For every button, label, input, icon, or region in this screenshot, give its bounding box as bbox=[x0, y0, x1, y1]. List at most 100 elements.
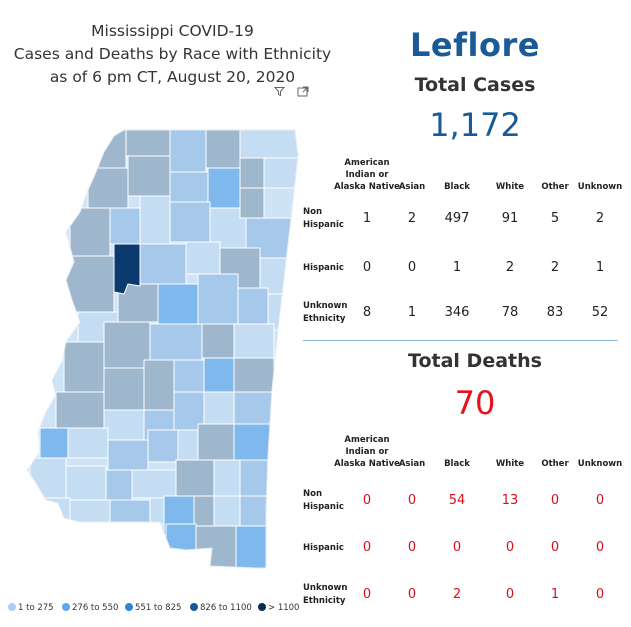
deaths-row-header-line: Hispanic bbox=[303, 543, 344, 553]
legend-label: 551 to 825 bbox=[135, 603, 182, 613]
legend-swatch-icon bbox=[258, 603, 266, 611]
total-deaths-label: Total Deaths bbox=[408, 350, 542, 372]
legend-item: 551 to 825 bbox=[125, 603, 181, 613]
title-line-2: Cases and Deaths by Race with Ethnicity bbox=[13, 45, 332, 63]
legend-swatch-icon bbox=[125, 603, 133, 611]
deaths-col-header: White bbox=[485, 458, 535, 470]
deaths-col-header: Unknown bbox=[575, 458, 625, 470]
deaths-row-header-line: Hispanic bbox=[303, 502, 344, 512]
chart-title: Mississippi COVID-19 Cases and Deaths by… bbox=[0, 20, 345, 89]
focus-mode-icon[interactable] bbox=[297, 86, 309, 100]
total-cases-label: Total Cases bbox=[414, 74, 536, 96]
map-legend: 1 to 275 276 to 550 551 to 825 826 to 1100 >… bbox=[8, 603, 308, 619]
deaths-cell: 0 bbox=[407, 540, 417, 555]
deaths-cell: 0 bbox=[595, 493, 605, 508]
cases-cell: 2 bbox=[407, 211, 417, 226]
legend-label: > 1100 bbox=[268, 603, 300, 613]
cases-col-header: Unknown bbox=[575, 181, 625, 193]
cases-cell: 5 bbox=[550, 211, 560, 226]
deaths-row-header-line: Unknown bbox=[303, 583, 348, 593]
cases-cell: 2 bbox=[550, 260, 560, 275]
cases-cell: 1 bbox=[452, 260, 462, 275]
cases-col-header-line: Unknown bbox=[577, 182, 623, 192]
cases-row-header-line: Non bbox=[303, 207, 323, 217]
cases-row-header-line: Hispanic bbox=[303, 220, 344, 230]
deaths-col-header: American Indian or Alaska Native bbox=[334, 434, 400, 470]
cases-col-header: American Indian or Alaska Native bbox=[334, 157, 400, 193]
cases-row-header: Unknown Ethnicity bbox=[303, 300, 347, 326]
deaths-col-header-line: White bbox=[495, 459, 525, 469]
legend-item: 1 to 275 bbox=[8, 603, 54, 613]
deaths-cell: 0 bbox=[407, 493, 417, 508]
deaths-cell: 0 bbox=[595, 540, 605, 555]
cases-col-header-line: White bbox=[495, 182, 525, 192]
deaths-cell: 1 bbox=[550, 587, 560, 602]
legend-label: 276 to 550 bbox=[72, 603, 119, 613]
deaths-col-header: Black bbox=[432, 458, 482, 470]
cases-cell: 52 bbox=[591, 305, 609, 320]
cases-col-header: Other bbox=[530, 181, 580, 193]
cases-cell: 346 bbox=[444, 305, 470, 320]
cases-col-header: Black bbox=[432, 181, 482, 193]
deaths-col-header: Other bbox=[530, 458, 580, 470]
deaths-row-header: Non Hispanic bbox=[303, 488, 344, 514]
deaths-col-header: Asian bbox=[387, 458, 437, 470]
cases-cell: 1 bbox=[595, 260, 605, 275]
deaths-cell: 0 bbox=[595, 587, 605, 602]
cases-cell: 8 bbox=[362, 305, 372, 320]
cases-row-header-line: Ethnicity bbox=[303, 314, 346, 324]
cases-col-header-line: Other bbox=[541, 182, 569, 192]
deaths-cell: 54 bbox=[448, 493, 466, 508]
legend-item: > 1100 bbox=[258, 603, 299, 613]
legend-swatch-icon bbox=[8, 603, 16, 611]
deaths-cell: 0 bbox=[505, 540, 515, 555]
deaths-cell: 0 bbox=[407, 587, 417, 602]
deaths-cell: 0 bbox=[452, 540, 462, 555]
deaths-col-header-line: Indian or bbox=[345, 447, 389, 457]
cases-col-header-line: Alaska Native bbox=[334, 182, 400, 192]
deaths-cell: 0 bbox=[362, 540, 372, 555]
deaths-col-header-line: American bbox=[344, 435, 390, 445]
legend-swatch-icon bbox=[62, 603, 70, 611]
cases-row-header-line: Hispanic bbox=[303, 263, 344, 273]
deaths-cell: 2 bbox=[452, 587, 462, 602]
deaths-col-header-line: Alaska Native bbox=[334, 459, 400, 469]
cases-cell: 2 bbox=[595, 211, 605, 226]
legend-label: 826 to 1100 bbox=[200, 603, 252, 613]
deaths-cell: 0 bbox=[550, 493, 560, 508]
deaths-col-header-line: Black bbox=[444, 459, 470, 469]
total-cases-value: 1,172 bbox=[429, 106, 521, 144]
deaths-row-header-line: Non bbox=[303, 489, 323, 499]
deaths-row-header: Hispanic bbox=[303, 542, 344, 555]
cases-row-header-line: Unknown bbox=[303, 301, 348, 311]
deaths-col-header-line: Other bbox=[541, 459, 569, 469]
cases-col-header-line: Indian or bbox=[345, 170, 389, 180]
filter-icon[interactable] bbox=[273, 86, 286, 100]
deaths-cell: 0 bbox=[505, 587, 515, 602]
legend-label: 1 to 275 bbox=[18, 603, 54, 613]
total-deaths-value: 70 bbox=[454, 384, 496, 422]
cases-cell: 1 bbox=[407, 305, 417, 320]
section-divider bbox=[303, 340, 618, 341]
cases-col-header-line: Asian bbox=[398, 182, 426, 192]
cases-col-header: Asian bbox=[387, 181, 437, 193]
cases-cell: 78 bbox=[501, 305, 519, 320]
cases-col-header: White bbox=[485, 181, 535, 193]
leflore-county-shape bbox=[113, 243, 141, 295]
cases-cell: 91 bbox=[501, 211, 519, 226]
legend-item: 826 to 1100 bbox=[190, 603, 252, 613]
cases-cell: 1 bbox=[362, 211, 372, 226]
title-line-3: as of 6 pm CT, August 20, 2020 bbox=[49, 68, 296, 86]
deaths-col-header-line: Unknown bbox=[577, 459, 623, 469]
deaths-row-header: Unknown Ethnicity bbox=[303, 582, 347, 608]
county-name: Leflore bbox=[410, 26, 540, 64]
cases-cell: 83 bbox=[546, 305, 564, 320]
title-line-1: Mississippi COVID-19 bbox=[91, 22, 254, 40]
deaths-cell: 0 bbox=[362, 493, 372, 508]
cases-row-header: Hispanic bbox=[303, 262, 344, 275]
deaths-cell: 13 bbox=[501, 493, 519, 508]
deaths-cell: 0 bbox=[362, 587, 372, 602]
cases-cell: 0 bbox=[407, 260, 417, 275]
deaths-row-header-line: Ethnicity bbox=[303, 596, 346, 606]
legend-swatch-icon bbox=[190, 603, 198, 611]
